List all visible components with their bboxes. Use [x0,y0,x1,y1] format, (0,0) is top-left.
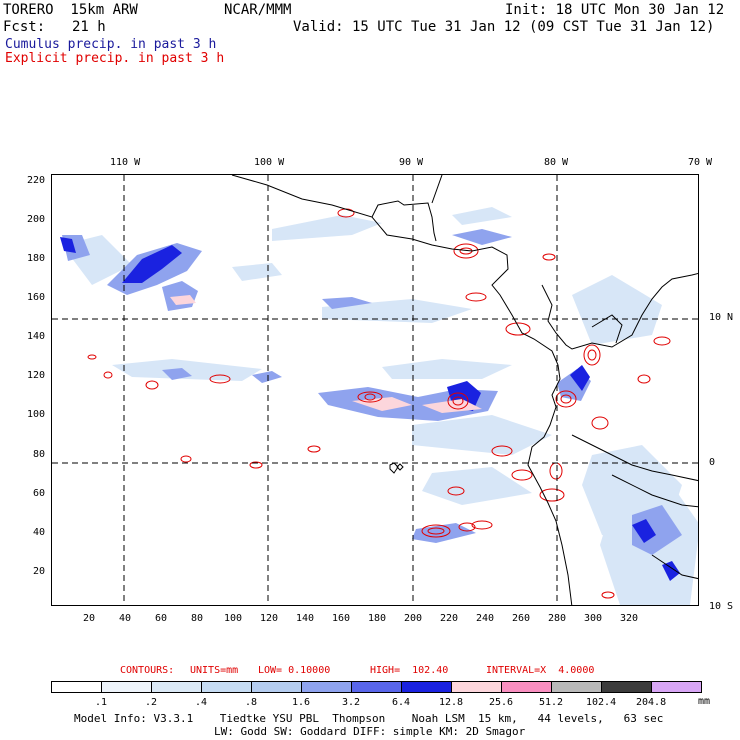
lon-label-70w: 70 W [688,157,713,168]
x-tick: 100 [224,613,243,624]
organization-label: NCAR/MMM [224,2,292,18]
x-tick: 140 [296,613,315,624]
map-canvas [52,175,698,605]
init-time: Init: 18 UTC Mon 30 Jan 12 [505,2,725,18]
forecast-label: Fcst: [3,19,46,35]
lat-label-10s: 10 S [709,601,734,612]
x-tick: 280 [548,613,567,624]
y-tick: 160 [27,292,46,303]
y-tick: 20 [33,566,46,577]
x-tick: 240 [476,613,495,624]
colorbar-label: 3.2 [342,697,361,708]
colorbar-label: .1 [95,697,108,708]
explicit-precip-areas [170,295,482,413]
colorbar-label: .8 [245,697,258,708]
colorbar-label: 1.6 [292,697,311,708]
colorbar-swatch [551,681,602,693]
y-tick: 180 [27,253,46,264]
y-tick: 100 [27,409,46,420]
x-tick: 40 [119,613,132,624]
x-tick: 20 [83,613,96,624]
lon-label-100w: 100 W [254,157,285,168]
colorbar-swatch [401,681,452,693]
colorbar-label: 25.6 [489,697,514,708]
contours-units: UNITS=mm [190,665,239,676]
colorbar-swatch [51,681,102,693]
x-tick: 320 [620,613,639,624]
colorbar-swatch [201,681,252,693]
valid-time: Valid: 15 UTC Tue 31 Jan 12 (09 CST Tue … [293,19,715,35]
forecast-hour: 21 h [72,19,106,35]
cumulus-legend: Cumulus precip. in past 3 h [5,37,217,52]
contours-low: LOW= 0.10000 [258,665,331,676]
colorbar-swatch [301,681,352,693]
colorbar-unit: mm [698,696,711,707]
colorbar-label: .2 [145,697,158,708]
y-tick: 120 [27,370,46,381]
x-tick: 180 [368,613,387,624]
colorbar-swatch [651,681,702,693]
x-tick: 160 [332,613,351,624]
lat-label-10n: 10 N [709,312,734,323]
model-info-line2: LW: Godd SW: Goddard DIFF: simple KM: 2D… [214,725,526,738]
lon-label-110w: 110 W [110,157,141,168]
colorbar-swatch [501,681,552,693]
lon-label-90w: 90 W [399,157,424,168]
colorbar-swatch [151,681,202,693]
colorbar-label: 12.8 [439,697,464,708]
contours-interval: INTERVAL=X 4.0000 [486,665,595,676]
colorbar-swatch [451,681,502,693]
y-tick: 220 [27,175,46,186]
colorbar-swatch [601,681,652,693]
colorbar-swatch [351,681,402,693]
model-info-line1: Model Info: V3.3.1 Tiedtke YSU PBL Thomp… [74,712,664,725]
contours-label: CONTOURS: [120,665,175,676]
colorbar-swatch [251,681,302,693]
model-title: TORERO 15km ARW [3,2,138,18]
lon-label-80w: 80 W [544,157,569,168]
explicit-legend: Explicit precip. in past 3 h [5,51,225,66]
x-tick: 260 [512,613,531,624]
colorbar-label: 204.8 [636,697,667,708]
colorbar-swatch [101,681,152,693]
heavy-precip-areas [60,237,680,581]
y-tick: 40 [33,527,46,538]
contours-high: HIGH= 102.40 [370,665,449,676]
y-tick: 140 [27,331,46,342]
colorbar-label: .4 [195,697,208,708]
colorbar-label: 6.4 [392,697,411,708]
coastlines [231,175,698,605]
x-tick: 220 [440,613,459,624]
lat-label-equator: 0 [709,457,716,468]
precipitation-map [51,174,699,606]
colorbar-label: 51.2 [539,697,564,708]
x-tick: 300 [584,613,603,624]
x-tick: 120 [260,613,279,624]
x-tick: 200 [404,613,423,624]
y-tick: 200 [27,214,46,225]
colorbar-label: 102.4 [586,697,617,708]
y-tick: 80 [33,449,46,460]
graticule [52,175,698,605]
x-tick: 60 [155,613,168,624]
x-tick: 80 [191,613,204,624]
y-tick: 60 [33,488,46,499]
